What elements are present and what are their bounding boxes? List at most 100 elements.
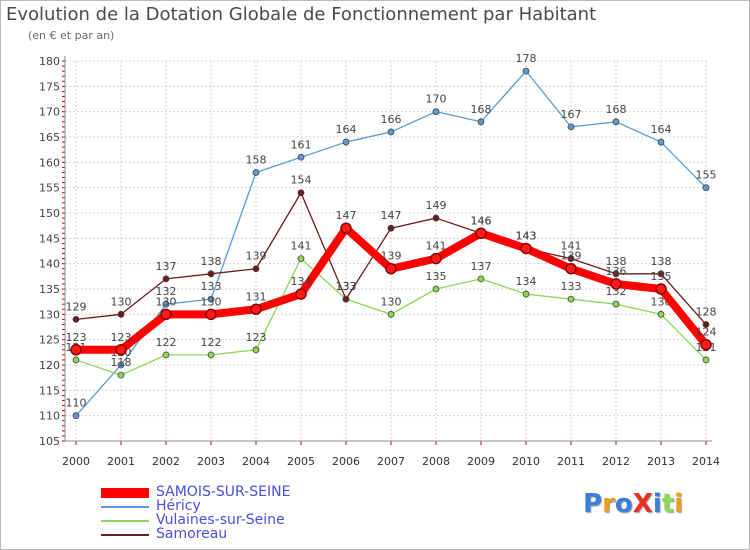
y-tick-label: 135 (39, 283, 60, 296)
data-label: 146 (471, 214, 492, 227)
data-point (657, 310, 665, 318)
legend-label: Vulaines-sur-Seine (156, 512, 285, 528)
data-point (432, 285, 440, 293)
data-point (117, 310, 125, 318)
y-tick-label: 160 (39, 156, 60, 169)
legend-swatch (101, 534, 149, 536)
data-point (72, 412, 80, 420)
data-point (297, 255, 305, 263)
data-label: 124 (696, 326, 717, 339)
data-point (342, 295, 350, 303)
data-label: 141 (426, 240, 447, 253)
data-point (297, 153, 305, 161)
data-point (205, 308, 217, 321)
y-tick-label: 180 (39, 55, 60, 68)
data-label: 166 (381, 113, 402, 126)
data-point (432, 214, 440, 222)
data-point (162, 351, 170, 359)
data-point (160, 308, 172, 321)
data-label: 168 (471, 103, 492, 116)
data-point (72, 356, 80, 364)
y-tick-label: 145 (39, 232, 60, 245)
data-label: 110 (66, 397, 87, 410)
data-label: 164 (651, 123, 672, 136)
data-label: 137 (471, 260, 492, 273)
data-label: 149 (426, 199, 447, 212)
data-label: 164 (336, 123, 357, 136)
x-tick-label: 2010 (512, 455, 540, 468)
data-label: 155 (696, 169, 717, 182)
y-tick-label: 105 (39, 435, 60, 448)
data-point (702, 321, 710, 328)
data-label: 168 (606, 103, 627, 116)
data-label: 147 (336, 209, 357, 222)
x-tick-label: 2001 (107, 455, 135, 468)
data-point (162, 300, 170, 308)
data-point (430, 252, 442, 265)
data-point (702, 184, 710, 192)
data-point (657, 138, 665, 146)
data-label: 141 (561, 240, 582, 253)
data-label: 154 (291, 174, 312, 187)
legend-label: Héricy (156, 498, 201, 514)
x-tick-label: 2013 (647, 455, 675, 468)
data-point (340, 222, 352, 234)
x-tick-label: 2004 (242, 455, 270, 468)
data-label: 161 (291, 138, 312, 151)
data-label: 130 (381, 295, 402, 308)
x-tick-label: 2003 (197, 455, 225, 468)
data-point (567, 255, 575, 263)
data-label: 123 (246, 331, 267, 344)
data-label: 128 (696, 305, 717, 318)
data-point (610, 278, 622, 290)
data-label: 130 (156, 295, 177, 308)
legend-swatch (101, 520, 149, 522)
data-point (612, 270, 620, 278)
data-point (117, 361, 125, 369)
data-label: 178 (516, 52, 537, 65)
x-tick-label: 2005 (287, 455, 315, 468)
data-label: 141 (291, 240, 312, 253)
data-label: 130 (111, 295, 132, 308)
data-point (117, 371, 125, 379)
legend-label: SAMOIS-SUR-SEINE (156, 484, 291, 500)
data-point (387, 310, 395, 318)
y-tick-label: 175 (39, 80, 60, 93)
y-tick-label: 140 (39, 258, 60, 271)
data-point (612, 300, 620, 308)
y-tick-label: 110 (39, 410, 60, 423)
data-label: 133 (561, 280, 582, 293)
data-point (252, 169, 260, 176)
data-point (522, 290, 530, 298)
x-tick-label: 2007 (377, 455, 405, 468)
data-point (432, 108, 440, 116)
data-point (162, 275, 170, 283)
data-point (522, 67, 530, 75)
x-tick-label: 2000 (62, 455, 90, 468)
data-label: 122 (201, 336, 222, 349)
chart-title: Evolution de la Dotation Globale de Fonc… (6, 4, 597, 25)
data-label: 134 (516, 275, 537, 288)
legend-label: Samoreau (156, 526, 228, 542)
data-point (475, 227, 487, 240)
data-point (520, 242, 532, 255)
y-tick-label: 150 (39, 207, 60, 220)
data-point (567, 123, 575, 131)
data-point (612, 118, 620, 126)
data-label: 130 (201, 295, 222, 308)
data-label: 143 (516, 229, 537, 242)
data-point (655, 283, 667, 295)
data-label: 139 (246, 250, 267, 263)
data-point (207, 270, 215, 278)
legend-swatch (101, 488, 149, 498)
data-label: 170 (426, 93, 447, 106)
data-label: 167 (561, 108, 582, 121)
data-label: 133 (201, 280, 222, 293)
y-tick-label: 125 (39, 334, 60, 347)
data-point (295, 288, 307, 300)
data-point (70, 344, 82, 356)
x-tick-label: 2006 (332, 455, 360, 468)
data-label: 123 (111, 331, 132, 344)
data-label: 139 (561, 250, 582, 263)
